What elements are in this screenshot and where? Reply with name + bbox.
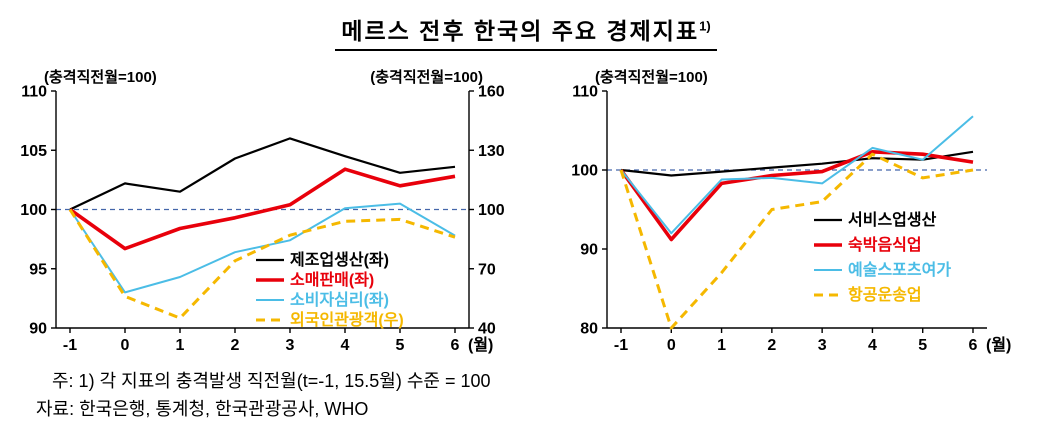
y-tick-label: 160 <box>478 84 505 101</box>
series-line-3 <box>68 208 456 320</box>
legend-label: 항공운송업 <box>848 285 922 304</box>
y-tick-label: 130 <box>478 143 505 160</box>
legend-label: 서비스업생산 <box>848 211 937 229</box>
axis-unit-label-left: (충격직전월=100) <box>44 68 157 86</box>
legend-label: 소매판매(좌) <box>290 271 374 289</box>
charts-row: (충격직전월=100) (충격직전월=100) 110 105 100 95 90 160 13… <box>0 65 1052 360</box>
page-title-text: 메르스 전후 한국의 주요 경제지표 <box>341 18 700 44</box>
x-tick-label: -1 <box>63 337 77 354</box>
notes: 주: 1) 각 지표의 충격발생 직전월(t=-1, 15.5월) 수준 = 1… <box>36 368 1052 424</box>
series-line-0 <box>69 137 456 211</box>
series-line-2 <box>69 202 456 294</box>
series-line-2 <box>620 115 974 235</box>
y-tick-label: 105 <box>20 143 47 160</box>
x-tick-label: -1 <box>614 337 628 354</box>
y-tick-label: 110 <box>21 84 47 101</box>
x-tick-label: 1 <box>176 337 185 354</box>
x-tick-label: 2 <box>767 337 776 354</box>
left-chart: (충격직전월=100) (충격직전월=100)110105100959016013… <box>20 68 505 354</box>
right-chart: (충격직전월=100)110 100 90 80 -1 0 1 2 3 4 5 6 (월) 서비스업생산숙… <box>571 68 1011 354</box>
y-tick-label: 40 <box>478 321 496 338</box>
source-note: 자료: 한국은행, 통계청, 한국관광공사, WHO <box>36 398 369 419</box>
x-tick-label: 6 <box>969 337 978 354</box>
x-tick-label: 4 <box>868 337 877 354</box>
x-tick-label: 6 <box>451 337 460 354</box>
x-tick-label: 2 <box>231 337 240 354</box>
page-title: 메르스 전후 한국의 주요 경제지표1) <box>335 12 717 51</box>
x-tick-label: 3 <box>286 337 295 354</box>
series-line-1 <box>68 167 456 251</box>
title-superscript: 1) <box>699 18 711 34</box>
x-axis-unit: (월) <box>468 336 493 354</box>
legend-label: 외국인관광객(우) <box>290 310 404 329</box>
y-tick-label: 100 <box>571 163 598 180</box>
y-tick-label: 110 <box>572 84 598 101</box>
series-line-0 <box>620 150 974 177</box>
axis-unit-label-right: (충격직전월=100) <box>370 68 483 86</box>
y-tick-label: 95 <box>29 261 47 278</box>
x-tick-label: 4 <box>341 337 350 354</box>
y-tick-label: 90 <box>29 321 47 338</box>
x-axis-unit: (월) <box>986 336 1011 354</box>
series-line-3 <box>619 152 974 330</box>
y-tick-label: 90 <box>580 242 598 259</box>
y-tick-label: 70 <box>478 261 496 278</box>
x-tick-label: 0 <box>667 337 676 354</box>
y-tick-label: 100 <box>478 202 505 219</box>
x-tick-label: 1 <box>717 337 726 354</box>
y-tick-label: 80 <box>580 321 598 338</box>
legend-label: 소비자심리(좌) <box>290 291 389 309</box>
axis-unit-label-left: (충격직전월=100) <box>595 68 708 86</box>
y-tick-label: 100 <box>20 202 47 219</box>
x-tick-label: 5 <box>918 337 927 354</box>
legend-label: 제조업생산(좌) <box>290 251 389 269</box>
series-line-1 <box>619 150 974 242</box>
footnote: 주: 1) 각 지표의 충격발생 직전월(t=-1, 15.5월) 수준 = 1… <box>52 371 491 391</box>
x-tick-label: 0 <box>121 337 130 354</box>
title-row: 메르스 전후 한국의 주요 경제지표1) <box>0 0 1052 51</box>
legend-label: 숙박음식업 <box>848 235 922 254</box>
x-tick-label: 5 <box>396 337 405 354</box>
x-tick-label: 3 <box>818 337 827 354</box>
legend-label: 예술스포츠여가 <box>848 261 951 279</box>
